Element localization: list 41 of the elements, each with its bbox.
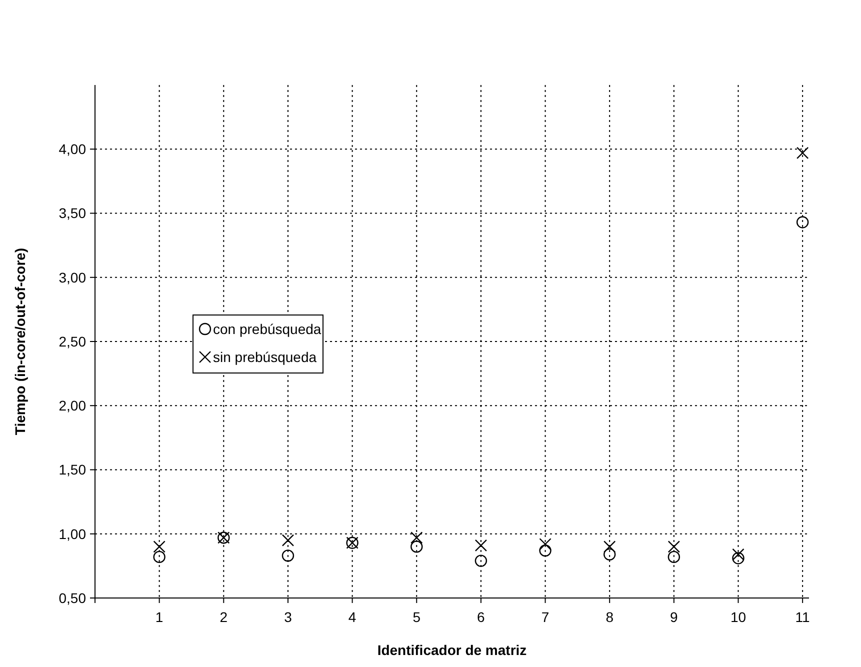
- point: [410, 532, 423, 544]
- y-tick-label: 2,50: [58, 333, 86, 350]
- point: [796, 216, 809, 228]
- point: [668, 550, 680, 564]
- y-tick-label: 2,00: [58, 398, 86, 414]
- x-tick-label: 6: [477, 609, 486, 625]
- y-tick-label: 3,50: [58, 205, 86, 222]
- x-tick-label: 10: [730, 609, 746, 625]
- x-tick-label: 3: [284, 609, 292, 625]
- x-tick-label: 8: [606, 609, 614, 625]
- point: [282, 550, 294, 562]
- x-tick-label: 1: [155, 609, 164, 625]
- point: [603, 548, 616, 560]
- point: [796, 146, 809, 160]
- x-tick-label: 5: [412, 609, 421, 625]
- y-tick-label: 4,00: [58, 141, 86, 158]
- point: [153, 540, 166, 553]
- x-tick-label: 2: [220, 609, 228, 625]
- point: [668, 540, 680, 553]
- point: [732, 552, 744, 564]
- point: [282, 534, 294, 546]
- y-tick-label: 1,50: [58, 462, 86, 478]
- legend-label: sin prebúsqueda: [213, 348, 317, 365]
- x-tick-label: 11: [795, 609, 810, 625]
- point: [474, 554, 488, 567]
- point: [153, 550, 166, 564]
- x-tick-label: 4: [348, 609, 356, 625]
- y-tick-label: 1,00: [58, 526, 86, 542]
- y-tick-label: 0,50: [58, 590, 86, 606]
- y-axis-title: Tiempo (in-core/out-of-core): [12, 248, 28, 436]
- x-axis-title: Identificador de matriz: [377, 642, 527, 658]
- x-tick-label: 9: [670, 609, 678, 625]
- point: [410, 540, 423, 553]
- point: [474, 539, 488, 552]
- y-tick-label: 3,00: [58, 269, 86, 286]
- point: [732, 548, 744, 560]
- point: [539, 538, 552, 550]
- legend-label: con prebúsqueda: [213, 320, 322, 337]
- point: [539, 544, 552, 557]
- x-tick-label: 7: [541, 609, 550, 625]
- point: [603, 540, 616, 553]
